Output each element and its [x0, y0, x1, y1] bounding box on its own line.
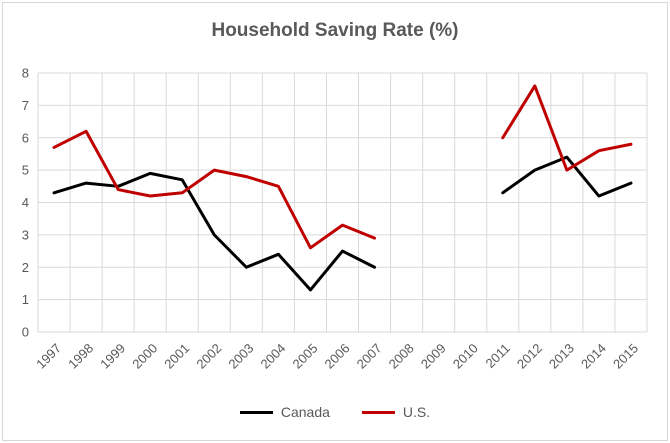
x-tick-label: 2010 [450, 341, 481, 372]
canada-line-swatch [239, 410, 273, 414]
legend-item-us: U.S. [361, 404, 431, 420]
chart-legend: Canada U.S. [0, 404, 670, 420]
y-tick-label: 3 [22, 227, 29, 242]
y-tick-label: 4 [22, 195, 29, 210]
x-tick-label: 2013 [546, 341, 577, 372]
x-tick-label: 2003 [225, 341, 256, 372]
x-tick-label: 1997 [33, 341, 64, 372]
legend-label-us: U.S. [402, 404, 431, 420]
us-line-swatch [361, 410, 395, 414]
x-tick-label: 1998 [65, 341, 96, 372]
x-tick-label: 2004 [257, 341, 288, 372]
series-line-us [52, 129, 377, 250]
x-tick-label: 2002 [193, 341, 224, 372]
x-tick-label: 2012 [514, 341, 545, 372]
y-tick-label: 0 [22, 325, 29, 340]
series-line-us [501, 84, 633, 172]
x-tick-label: 2009 [418, 341, 449, 372]
x-tick-label: 2000 [129, 341, 160, 372]
y-tick-label: 2 [22, 260, 29, 275]
x-tick-label: 2005 [290, 341, 321, 372]
y-tick-label: 7 [22, 98, 29, 113]
y-tick-label: 5 [22, 163, 29, 178]
x-tick-label: 1999 [97, 341, 128, 372]
chart-title: Household Saving Rate (%) [211, 20, 459, 41]
y-tick-label: 6 [22, 130, 29, 145]
x-tick-label: 2014 [578, 341, 609, 372]
x-tick-label: 2015 [610, 341, 641, 372]
legend-label-canada: Canada [280, 404, 330, 420]
x-tick-label: 2008 [386, 341, 417, 372]
legend-item-canada: Canada [239, 404, 330, 420]
x-tick-label: 2007 [354, 341, 385, 372]
series-line-canada [501, 155, 633, 198]
y-tick-label: 8 [22, 66, 29, 81]
x-tick-label: 2001 [161, 341, 192, 372]
y-tick-label: 1 [22, 292, 29, 307]
series-line-canada [52, 171, 377, 292]
x-tick-label: 2011 [482, 341, 512, 371]
x-tick-label: 2006 [322, 341, 353, 372]
